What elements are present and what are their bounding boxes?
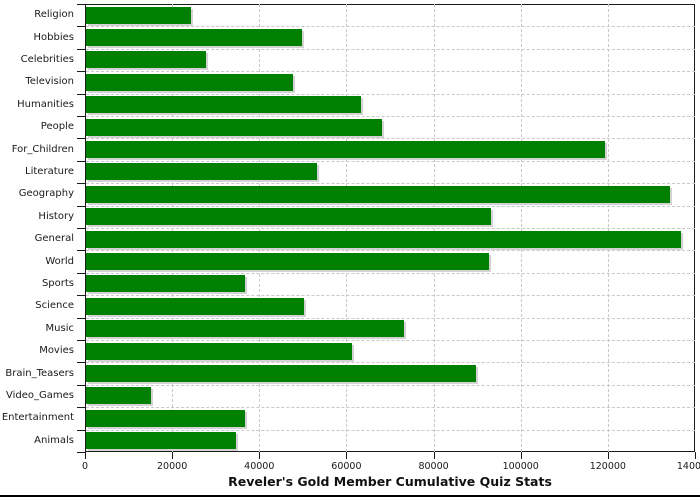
bar-geography	[86, 185, 670, 203]
bar-people	[86, 118, 383, 136]
horizontal-gridline	[86, 228, 695, 229]
y-axis-tick	[77, 71, 85, 73]
horizontal-gridline	[86, 48, 695, 50]
x-axis-label-80000: 80000	[418, 461, 449, 472]
x-axis-tick	[346, 452, 348, 459]
horizontal-gridline	[86, 384, 695, 386]
horizontal-gridline	[86, 183, 695, 185]
y-axis-label-brain_teasers: Brain_Teasers	[5, 367, 74, 379]
y-axis-tick	[77, 4, 85, 5]
bar-for_children	[86, 140, 605, 158]
horizontal-gridline	[86, 205, 695, 207]
horizontal-gridline	[86, 407, 695, 409]
horizontal-gridline	[86, 160, 695, 162]
y-axis-tick	[77, 250, 85, 252]
horizontal-gridline	[86, 272, 695, 274]
y-axis-label-hobbies: Hobbies	[33, 31, 74, 43]
y-axis-tick	[77, 317, 85, 319]
bar-music	[86, 320, 405, 338]
bar-sports	[86, 275, 246, 293]
horizontal-gridline	[86, 93, 695, 95]
bar-general	[86, 230, 681, 248]
y-axis-tick	[77, 407, 85, 409]
y-axis-tick	[77, 272, 85, 274]
horizontal-gridline	[86, 295, 695, 297]
y-axis-label-religion: Religion	[34, 9, 74, 21]
x-axis-label-20000: 20000	[157, 461, 188, 472]
y-axis-label-science: Science	[35, 300, 74, 312]
figure-bottom-border	[0, 495, 700, 497]
y-axis-tick	[77, 205, 85, 207]
y-axis-label-world: World	[45, 255, 74, 267]
bar-television	[86, 73, 293, 91]
horizontal-gridline	[86, 116, 695, 117]
bar-hobbies	[86, 28, 302, 46]
x-axis-label-140000: 140000	[676, 461, 700, 472]
bar-animals	[86, 432, 237, 450]
y-axis-tick	[77, 384, 85, 386]
x-axis-tick	[259, 452, 261, 459]
y-axis-label-general: General	[34, 233, 74, 245]
x-axis-tick	[433, 452, 435, 459]
horizontal-gridline	[86, 138, 695, 140]
y-axis-tick	[77, 93, 85, 95]
y-axis-tick	[77, 183, 85, 185]
bar-humanities	[86, 96, 361, 114]
y-axis-label-for_children: For_Children	[11, 143, 74, 155]
y-axis-label-video_games: Video_Games	[6, 390, 74, 401]
y-axis-tick	[77, 452, 85, 453]
y-axis-tick	[77, 138, 85, 140]
y-axis-label-animals: Animals	[34, 434, 74, 446]
y-axis-label-humanities: Humanities	[17, 98, 74, 110]
y-axis-tick	[77, 48, 85, 50]
bar-world	[86, 252, 490, 270]
horizontal-gridline	[86, 26, 695, 28]
y-axis-tick	[77, 340, 85, 341]
y-axis-label-history: History	[38, 210, 74, 222]
bar-video_games	[86, 387, 152, 405]
x-axis-label-100000: 100000	[502, 461, 539, 472]
x-axis-tick	[85, 452, 86, 459]
x-axis-label-40000: 40000	[244, 461, 275, 472]
horizontal-gridline	[86, 429, 695, 431]
horizontal-gridline	[86, 340, 695, 341]
y-axis-tick	[77, 362, 85, 364]
y-axis-tick	[77, 228, 85, 229]
x-axis-tick	[607, 452, 609, 459]
bar-entertainment	[86, 409, 246, 427]
chart-title: Reveler's Gold Member Cumulative Quiz St…	[228, 474, 552, 489]
x-axis-tick	[520, 452, 522, 459]
bar-movies	[86, 342, 352, 360]
x-axis-label-0: 0	[81, 461, 89, 472]
y-axis-tick	[77, 116, 85, 117]
x-axis-tick	[172, 452, 174, 459]
bar-celebrities	[86, 51, 206, 69]
horizontal-gridline	[86, 250, 695, 252]
y-axis-tick	[77, 295, 85, 297]
bar-religion	[86, 6, 191, 24]
y-axis-tick	[77, 429, 85, 431]
bar-literature	[86, 163, 317, 181]
bar-science	[86, 297, 304, 315]
x-axis-tick	[695, 452, 696, 459]
x-axis-label-60000: 60000	[331, 461, 362, 472]
horizontal-gridline	[86, 317, 695, 319]
y-axis-label-television: Television	[25, 76, 74, 88]
y-axis-tick	[77, 26, 85, 28]
horizontal-gridline	[86, 362, 695, 364]
horizontal-gridline	[86, 71, 695, 73]
bar-history	[86, 208, 492, 226]
y-axis-label-celebrities: Celebrities	[20, 54, 74, 65]
y-axis-label-geography: Geography	[18, 188, 74, 200]
y-axis-label-music: Music	[45, 322, 74, 334]
y-axis-tick	[77, 160, 85, 162]
y-axis-label-literature: Literature	[25, 166, 74, 177]
y-axis-label-movies: Movies	[39, 345, 74, 357]
y-axis-label-people: People	[40, 121, 74, 133]
y-axis-label-entertainment: Entertainment	[1, 412, 74, 424]
y-axis-label-sports: Sports	[41, 278, 74, 289]
x-axis-label-120000: 120000	[589, 461, 626, 472]
bar-brain_teasers	[86, 364, 476, 382]
